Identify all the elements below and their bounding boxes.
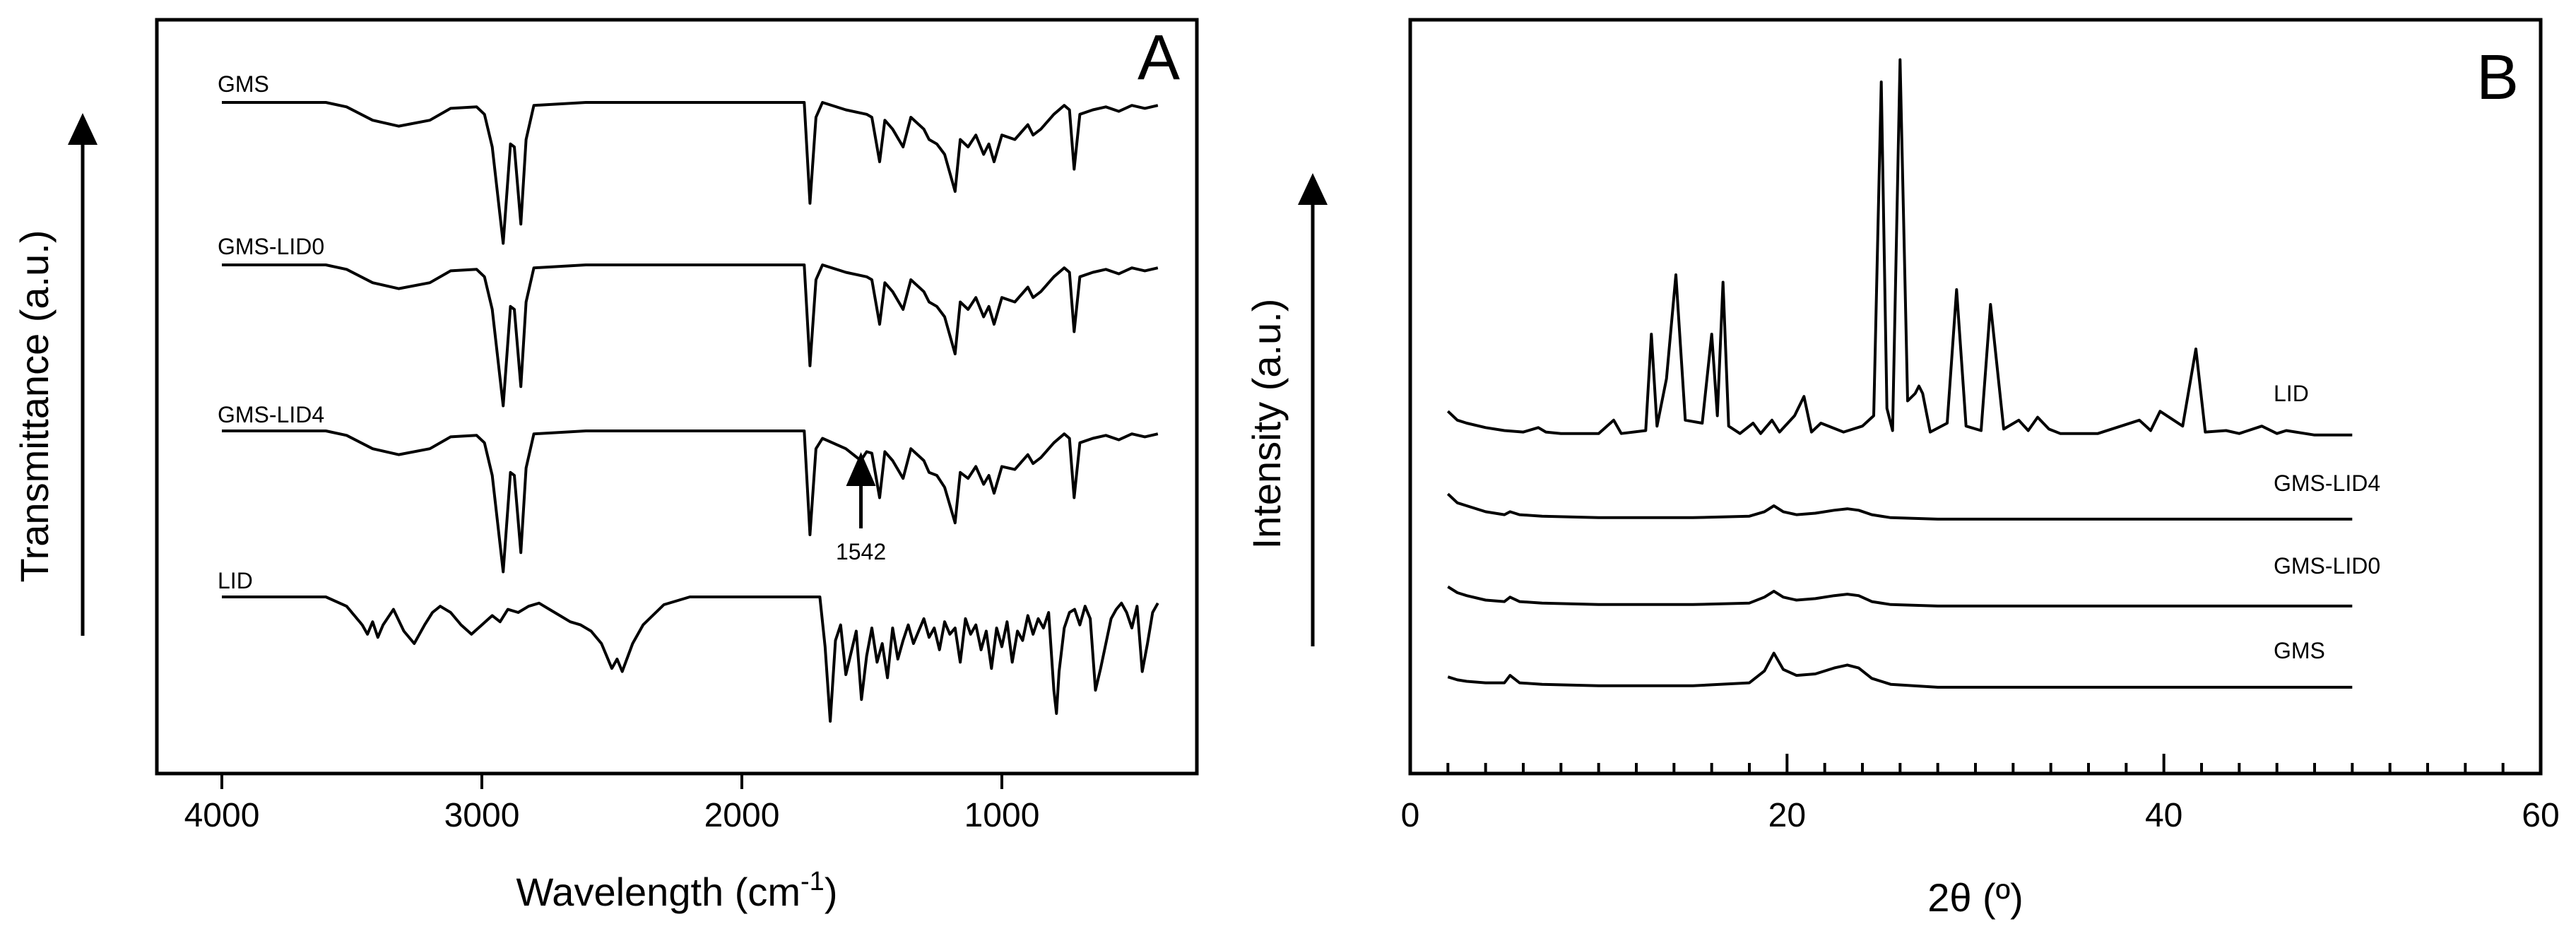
panel-b-y-arrow-head (1298, 173, 1328, 205)
panel-a-label-gms-lid4: GMS-LID4 (218, 402, 324, 427)
panel-a-letter: A (1138, 23, 1180, 93)
panel-a-label-lid: LID (218, 568, 253, 593)
panel-b-trace-labels: LID GMS-LID4 GMS-LID0 GMS (2274, 381, 2380, 663)
panel-b-x-ticks (1409, 754, 2542, 774)
panel-b-trace-lid (1446, 58, 2353, 437)
panel-b-label-gms-lid4: GMS-LID4 (2274, 470, 2380, 496)
panel-b-x-tick-label-40: 40 (2145, 797, 2182, 834)
panel-a-trace-gms-lid4 (222, 430, 1159, 574)
panel-a-label-gms: GMS (218, 71, 269, 97)
panel-b-trace-gms (1447, 651, 2353, 689)
annotation-1542: 1542 (836, 452, 886, 564)
panel-b-x-tick-label-20: 20 (1768, 797, 1806, 834)
panel-a-x-tick-labels: 4000 3000 2000 1000 (184, 797, 1040, 834)
panel-a-label-gms-lid0: GMS-LID0 (218, 234, 324, 259)
panel-a-x-axis-title-sup: -1 (800, 867, 825, 896)
panel-b-x-tick-label-0: 0 (1401, 797, 1420, 834)
panel-a-trace-lid (222, 596, 1159, 723)
panel-a-x-tick-label-1000: 1000 (964, 797, 1040, 834)
panel-b: 0 20 40 60 LID GMS-LID4 GMS-LID0 GMS B Intensi… (1244, 18, 2560, 920)
panel-a-x-tick-label-4000: 4000 (184, 797, 260, 834)
panel-b-label-gms: GMS (2274, 638, 2325, 663)
panel-b-trace-gms-lid0 (1447, 585, 2353, 608)
panel-a-x-axis-title-end: ) (825, 870, 838, 914)
panel-b-x-tick-label-60: 60 (2522, 797, 2559, 834)
panel-b-x-tick-labels: 0 20 40 60 (1401, 797, 2560, 834)
panel-b-label-lid: LID (2274, 381, 2309, 406)
panel-a-trace-gms-lid0 (222, 263, 1159, 408)
panel-a-x-axis-title-main: Wavelength (cm (516, 870, 801, 914)
panel-b-letter: B (2476, 42, 2519, 113)
panel-a-x-tick-label-3000: 3000 (444, 797, 520, 834)
panel-a: 4000 3000 2000 1000 GMSGMS-LID0GMS-LID4LID … (12, 18, 1199, 914)
panel-a-traces (222, 101, 1159, 723)
panel-a-y-arrow-head (68, 113, 98, 145)
panel-b-trace-gms-lid4 (1446, 492, 2353, 521)
panel-b-x-axis-title: 2θ (º) (1927, 875, 2023, 920)
panel-b-traces (1446, 58, 2353, 689)
panel-a-trace-gms (222, 101, 1159, 245)
panel-a-trace-labels: GMS GMS-LID0 GMS-LID4 LID (218, 71, 324, 593)
panel-a-y-axis-title: Transmittance (a.u.) (12, 230, 57, 583)
panel-b-frame (1408, 18, 2543, 776)
panel-a-x-axis-title: Wavelength (cm-1) (516, 867, 838, 914)
panel-a-x-ticks (220, 774, 1003, 789)
panel-a-frame (155, 18, 1199, 776)
annotation-1542-label: 1542 (836, 539, 886, 564)
panel-b-y-axis-title: Intensity (a.u.) (1244, 299, 1289, 550)
panel-b-label-gms-lid0: GMS-LID0 (2274, 553, 2380, 579)
annotation-1542-arrow-head (846, 452, 876, 486)
panel-a-x-tick-label-2000: 2000 (704, 797, 780, 834)
